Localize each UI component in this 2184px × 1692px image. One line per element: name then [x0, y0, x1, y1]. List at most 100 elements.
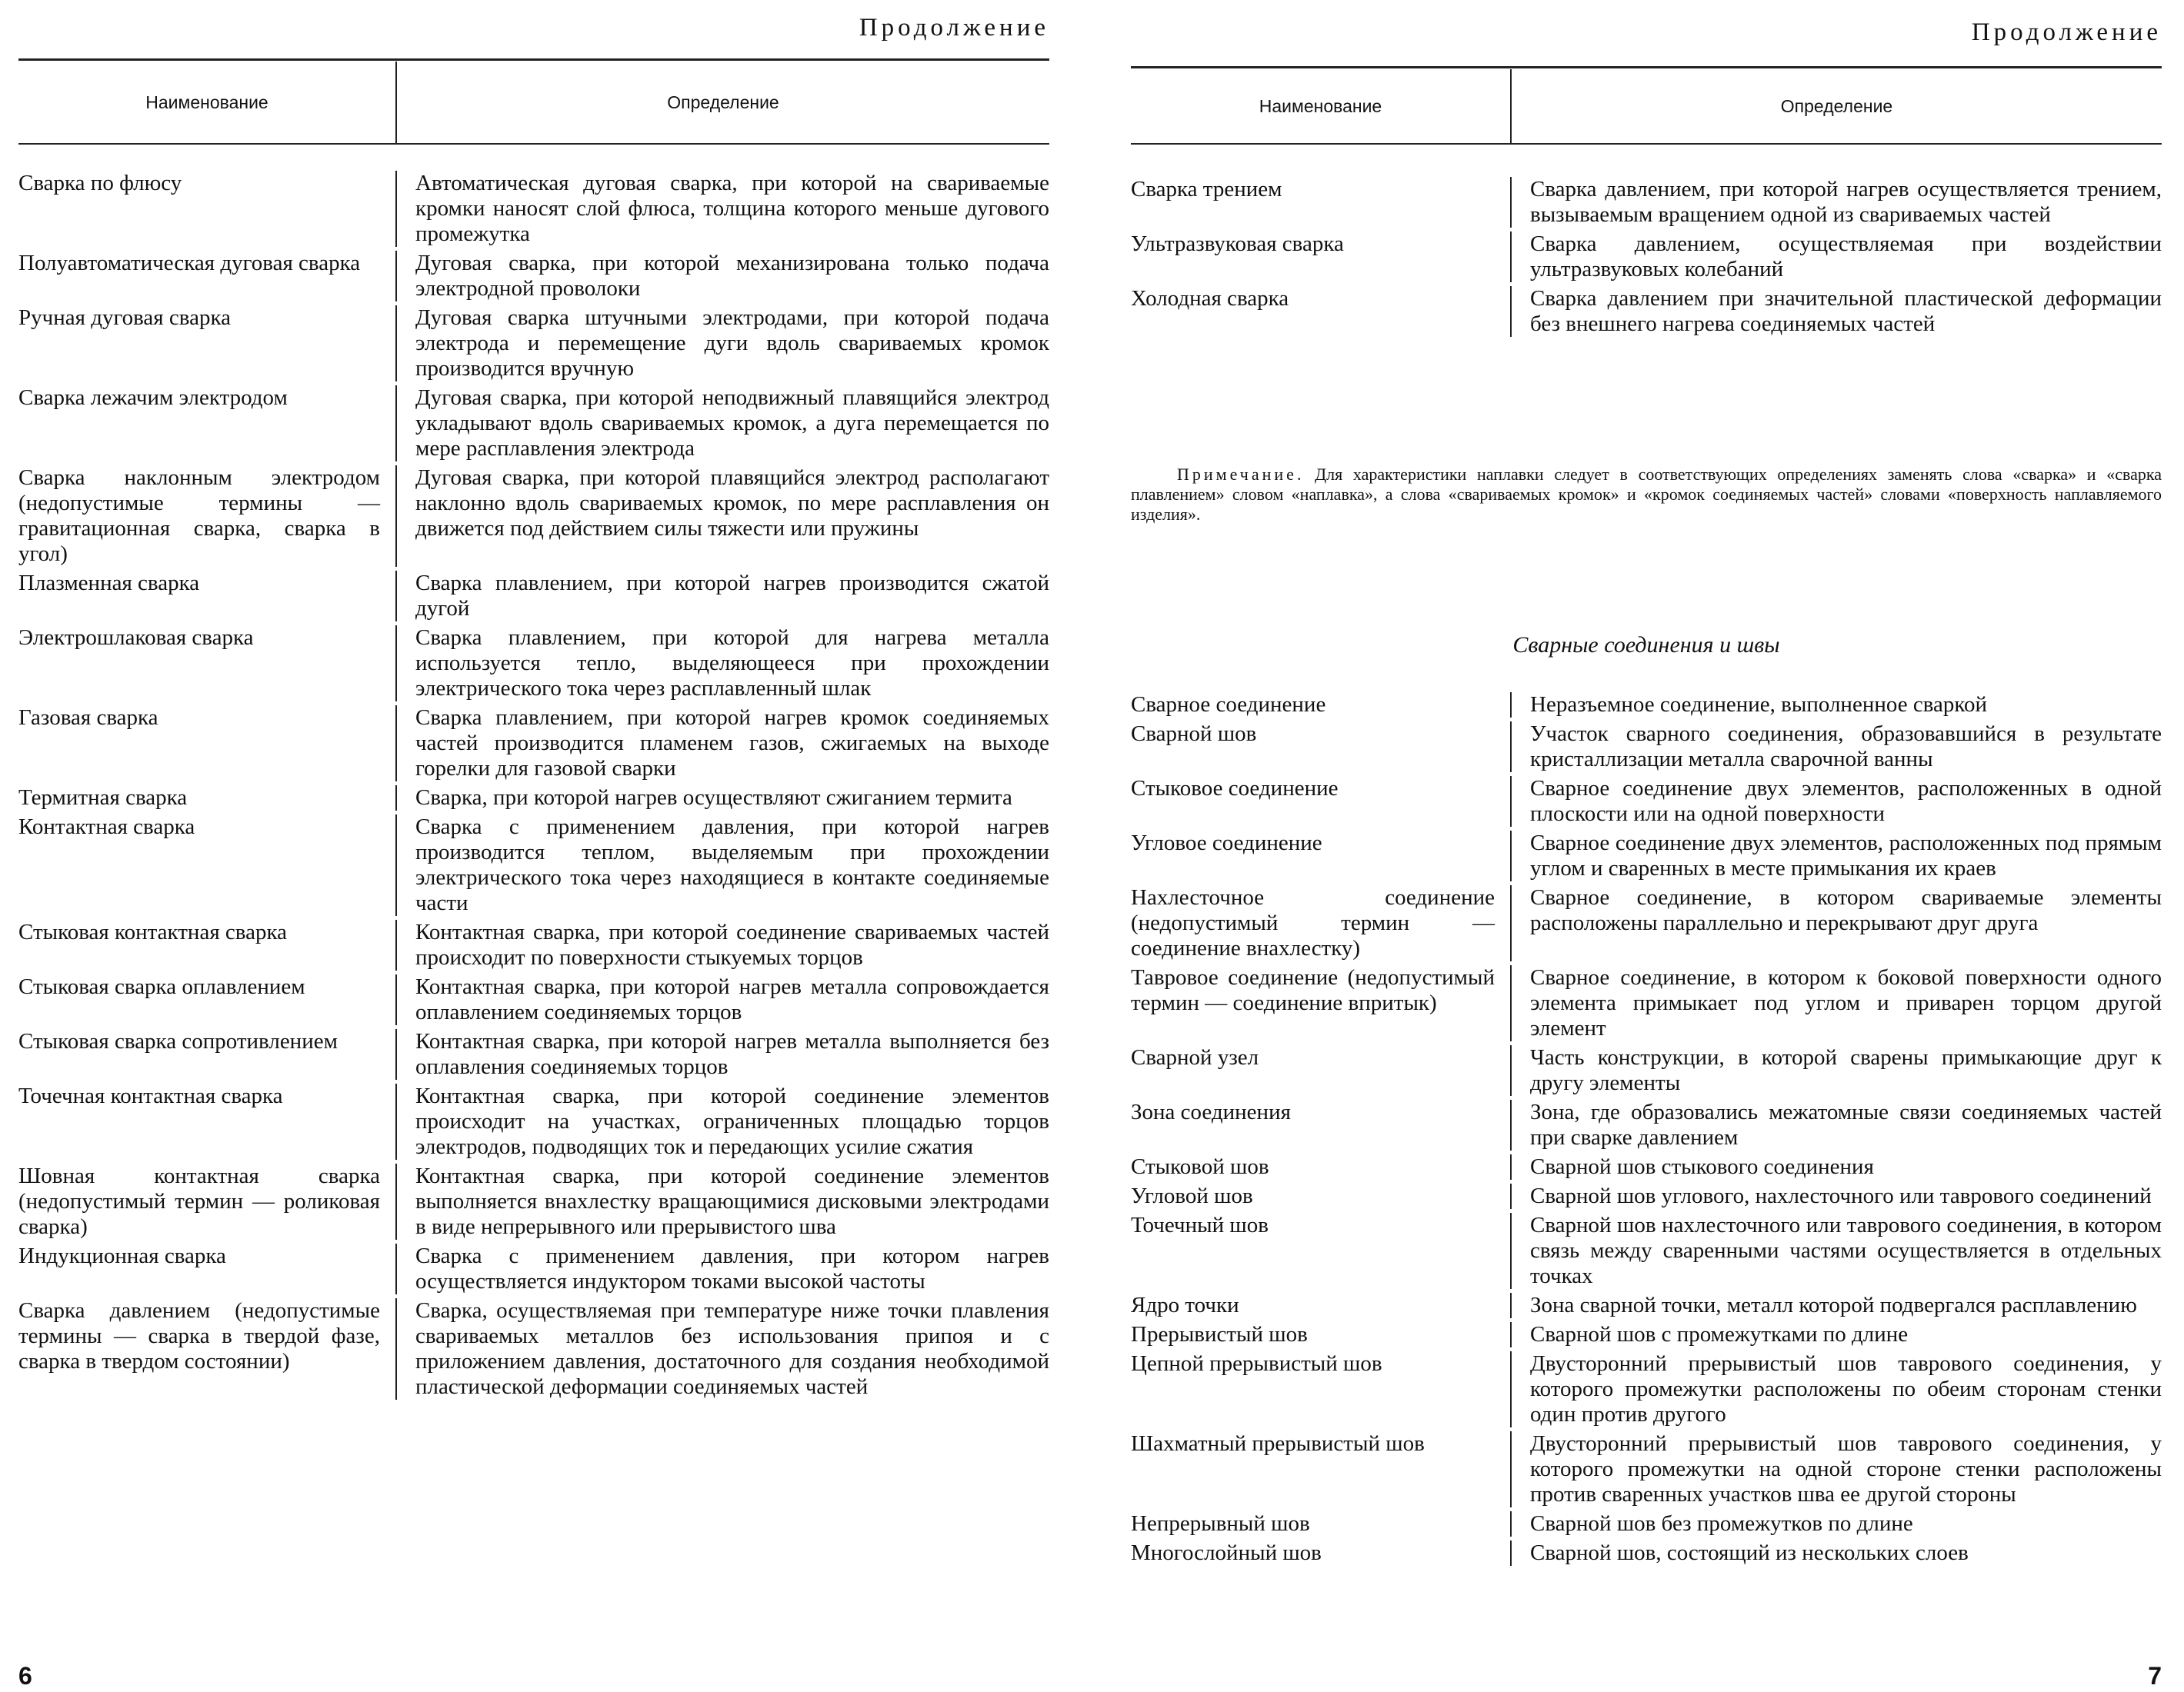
- table-row: Сварка по флюсу Автоматическая дуговая св…: [18, 171, 1049, 251]
- term-definition: Сварка, при которой нагрев осуществляют …: [395, 785, 1049, 811]
- note: Примечание. Для характеристики наплавки …: [1131, 465, 2162, 525]
- table-row: Угловое соединение Сварное соединение дву…: [1131, 831, 2162, 885]
- term-name: Точечная контактная сварка: [18, 1084, 283, 1108]
- term-definition: Двусторонний прерывистый шов таврового с…: [1510, 1351, 2162, 1427]
- term-definition: Контактная сварка, при которой нагрев ме…: [395, 974, 1049, 1025]
- term-name: Индукционная сварка: [18, 1244, 226, 1268]
- table-row: Стыковая сварка сопротивлением Контактная…: [18, 1029, 1049, 1084]
- terms-table: Сварное соединение Неразъемное соединение…: [1131, 692, 2162, 1570]
- term-definition: Двусторонний прерывистый шов таврового с…: [1510, 1431, 2162, 1507]
- term-name: Шовная контактная сварка (недопустимый т…: [18, 1164, 380, 1239]
- term-definition: Сварка давлением при значительной пласти…: [1510, 286, 2162, 337]
- table-row: Цепной прерывистый шов Двусторонний преры…: [1131, 1351, 2162, 1431]
- note-text: Для характеристики наплавки следует в со…: [1131, 465, 2162, 524]
- table-row: Сварка давлением (недопустимые термины —…: [18, 1298, 1049, 1404]
- term-name: Стыковое соединение: [1131, 776, 1339, 801]
- term-definition: Сварное соединение двух элементов, распо…: [1510, 776, 2162, 827]
- term-name: Сварка наклонным электродом (недопустимы…: [18, 465, 380, 566]
- term-definition: Зона, где образовались межатомные связи …: [1510, 1100, 2162, 1151]
- term-definition: Сварной шов стыкового соединения: [1510, 1154, 2162, 1180]
- top-rule: [18, 58, 1049, 61]
- table-row: Плазменная сварка Сварка плавлением, при …: [18, 571, 1049, 625]
- term-definition: Зона сварной точки, металл которой подве…: [1510, 1293, 2162, 1318]
- table-row: Стыковая сварка оплавлением Контактная св…: [18, 974, 1049, 1029]
- term-definition: Сварной шов без промежутков по длине: [1510, 1511, 2162, 1537]
- table-row: Холодная сварка Сварка давлением при знач…: [1131, 286, 2162, 341]
- term-definition: Часть конструкции, в которой сварены при…: [1510, 1045, 2162, 1096]
- term-definition: Сварка плавлением, при которой нагрев пр…: [395, 571, 1049, 621]
- term-definition: Сварка с применением давления, при котор…: [395, 1244, 1049, 1294]
- table-row: Стыковой шов Сварной шов стыкового соедин…: [1131, 1154, 2162, 1184]
- table-row: Угловой шов Сварной шов углового, нахлест…: [1131, 1184, 2162, 1213]
- term-name: Стыковая сварка сопротивлением: [18, 1029, 338, 1054]
- table-row: Сварной узел Часть конструкции, в которой…: [1131, 1045, 2162, 1100]
- top-rule: [1131, 66, 2162, 68]
- term-definition: Контактная сварка, при которой нагрев ме…: [395, 1029, 1049, 1080]
- term-definition: Неразъемное соединение, выполненное свар…: [1510, 692, 2162, 718]
- term-name: Стыковой шов: [1131, 1154, 1269, 1179]
- term-definition: Сварное соединение, в котором к боковой …: [1510, 965, 2162, 1041]
- table-header: Наименование Определение: [1131, 69, 2162, 145]
- table-row: Термитная сварка Сварка, при которой нагр…: [18, 785, 1049, 814]
- term-name: Электрошлаковая сварка: [18, 625, 254, 650]
- table-row: Стыковое соединение Сварное соединение дв…: [1131, 776, 2162, 831]
- term-name: Ядро точки: [1131, 1293, 1239, 1317]
- table-row: Стыковая контактная сварка Контактная сва…: [18, 920, 1049, 974]
- term-name: Сварка лежачим электродом: [18, 385, 288, 410]
- term-definition: Сварной шов углового, нахлесточного или …: [1510, 1184, 2162, 1209]
- term-name: Цепной прерывистый шов: [1131, 1351, 1382, 1376]
- table-row: Шовная контактная сварка (недопустимый т…: [18, 1164, 1049, 1244]
- term-name: Зона соединения: [1131, 1100, 1291, 1124]
- term-definition: Дуговая сварка, при которой механизирова…: [395, 251, 1049, 301]
- term-definition: Сварка давлением, осуществляемая при воз…: [1510, 231, 2162, 282]
- left-page: Продолжение Наименование Определение Сва…: [18, 0, 1049, 1692]
- term-name: Стыковая контактная сварка: [18, 920, 287, 944]
- term-name: Точечный шов: [1131, 1213, 1269, 1237]
- table-row: Сварное соединение Неразъемное соединение…: [1131, 692, 2162, 721]
- term-definition: Сварка с применением давления, при котор…: [395, 814, 1049, 916]
- term-definition: Сварка давлением, при которой нагрев осу…: [1510, 177, 2162, 228]
- section-title: Сварные соединения и швы: [1512, 632, 1780, 658]
- terms-table: Сварка по флюсу Автоматическая дуговая св…: [18, 171, 1049, 1404]
- table-row: Сварной шов Участок сварного соединения, …: [1131, 721, 2162, 776]
- term-definition: Дуговая сварка, при которой плавящийся э…: [395, 465, 1049, 567]
- table-row: Многослойный шов Сварной шов, состоящий и…: [1131, 1540, 2162, 1570]
- table-header: Наименование Определение: [18, 62, 1049, 145]
- term-definition: Участок сварного соединения, образовавши…: [1510, 721, 2162, 772]
- table-row: Нахлесточное соединение (недопустимый те…: [1131, 885, 2162, 965]
- term-name: Угловой шов: [1131, 1184, 1253, 1208]
- term-name: Сварка по флюсу: [18, 171, 182, 195]
- header-name: Наименование: [1131, 69, 1512, 143]
- header-definition: Определение: [1780, 95, 1893, 116]
- term-name: Контактная сварка: [18, 814, 195, 839]
- term-definition: Автоматическая дуговая сварка, при котор…: [395, 171, 1049, 247]
- term-definition: Сварное соединение, в котором свариваемы…: [1510, 885, 2162, 961]
- term-definition: Сварной шов, состоящий из нескольких сло…: [1510, 1540, 2162, 1566]
- table-row: Сварка трением Сварка давлением, при кото…: [1131, 177, 2162, 231]
- table-row: Шахматный прерывистый шов Двусторонний пр…: [1131, 1431, 2162, 1511]
- term-name: Тавровое соединение (недопустимый термин…: [1131, 965, 1495, 1015]
- table-row: Индукционная сварка Сварка с применением …: [18, 1244, 1049, 1298]
- term-name: Шахматный прерывистый шов: [1131, 1431, 1425, 1456]
- term-definition: Сварной шов нахлесточного или таврового …: [1510, 1213, 2162, 1289]
- table-row: Ультразвуковая сварка Сварка давлением, о…: [1131, 231, 2162, 286]
- header-definition: Определение: [667, 92, 779, 112]
- term-name: Газовая сварка: [18, 705, 158, 730]
- term-definition: Контактная сварка, при которой соединени…: [395, 1084, 1049, 1160]
- table-row: Точечная контактная сварка Контактная сва…: [18, 1084, 1049, 1164]
- term-name: Сварной шов: [1131, 721, 1257, 746]
- term-name: Термитная сварка: [18, 785, 188, 810]
- page-number: 6: [18, 1662, 32, 1690]
- term-definition: Дуговая сварка штучными электродами, при…: [395, 305, 1049, 381]
- term-name: Нахлесточное соединение (недопустимый те…: [1131, 885, 1495, 961]
- header-name: Наименование: [18, 62, 397, 143]
- page-number: 7: [2148, 1662, 2162, 1690]
- term-name: Сварное соединение: [1131, 692, 1326, 717]
- table-row: Полуавтоматическая дуговая сварка Дуговая…: [18, 251, 1049, 305]
- table-row: Непрерывный шов Сварной шов без промежутк…: [1131, 1511, 2162, 1540]
- table-row: Контактная сварка Сварка с применением да…: [18, 814, 1049, 920]
- term-name: Холодная сварка: [1131, 286, 1289, 311]
- term-definition: Сварка плавлением, при которой нагрев кр…: [395, 705, 1049, 781]
- term-name: Прерывистый шов: [1131, 1322, 1308, 1347]
